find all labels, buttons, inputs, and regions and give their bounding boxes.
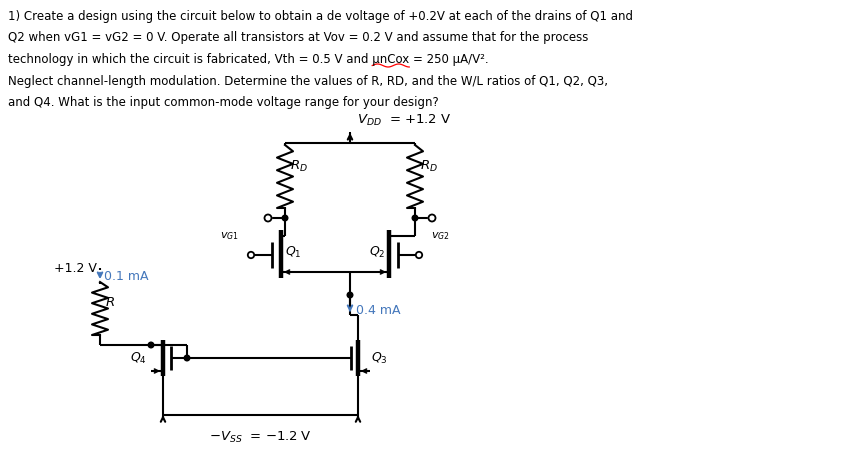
Text: Neglect channel-length modulation. Determine the values of R, RD, and the W/L ra: Neglect channel-length modulation. Deter… [8,74,608,87]
Text: $-V_{SS}$  = $-$1.2 V: $-V_{SS}$ = $-$1.2 V [209,430,311,445]
Text: 0.4 mA: 0.4 mA [356,304,401,317]
Circle shape [428,214,435,221]
Circle shape [415,252,422,258]
Circle shape [148,342,154,348]
Text: $R_D$: $R_D$ [290,159,308,174]
Text: $v_{G2}$: $v_{G2}$ [431,230,450,242]
Text: $v_{G1}$: $v_{G1}$ [220,230,239,242]
Circle shape [265,214,272,221]
Text: $Q_1$: $Q_1$ [285,244,302,260]
Text: 1) Create a design using the circuit below to obtain a de voltage of +0.2V at ea: 1) Create a design using the circuit bel… [8,10,633,23]
Text: $Q_3$: $Q_3$ [371,351,388,365]
Circle shape [184,355,190,361]
Text: $V_{DD}$  = +1.2 V: $V_{DD}$ = +1.2 V [357,113,451,128]
Text: technology in which the circuit is fabricated, Vth = 0.5 V and μnCox = 250 μA/V²: technology in which the circuit is fabri… [8,53,488,66]
Text: $R$: $R$ [105,296,115,309]
Text: $Q_2$: $Q_2$ [369,244,385,260]
Text: 0.1 mA: 0.1 mA [104,269,149,282]
Text: $R_D$: $R_D$ [420,159,438,174]
Text: $Q_4$: $Q_4$ [130,351,147,365]
Text: +1.2 V: +1.2 V [54,261,97,274]
Circle shape [412,215,418,221]
Text: and Q4. What is the input common-mode voltage range for your design?: and Q4. What is the input common-mode vo… [8,96,439,109]
Circle shape [282,215,288,221]
Circle shape [347,292,353,298]
Circle shape [248,252,255,258]
Text: Q2 when vG1 = vG2 = 0 V. Operate all transistors at Vov = 0.2 V and assume that : Q2 when vG1 = vG2 = 0 V. Operate all tra… [8,31,588,44]
